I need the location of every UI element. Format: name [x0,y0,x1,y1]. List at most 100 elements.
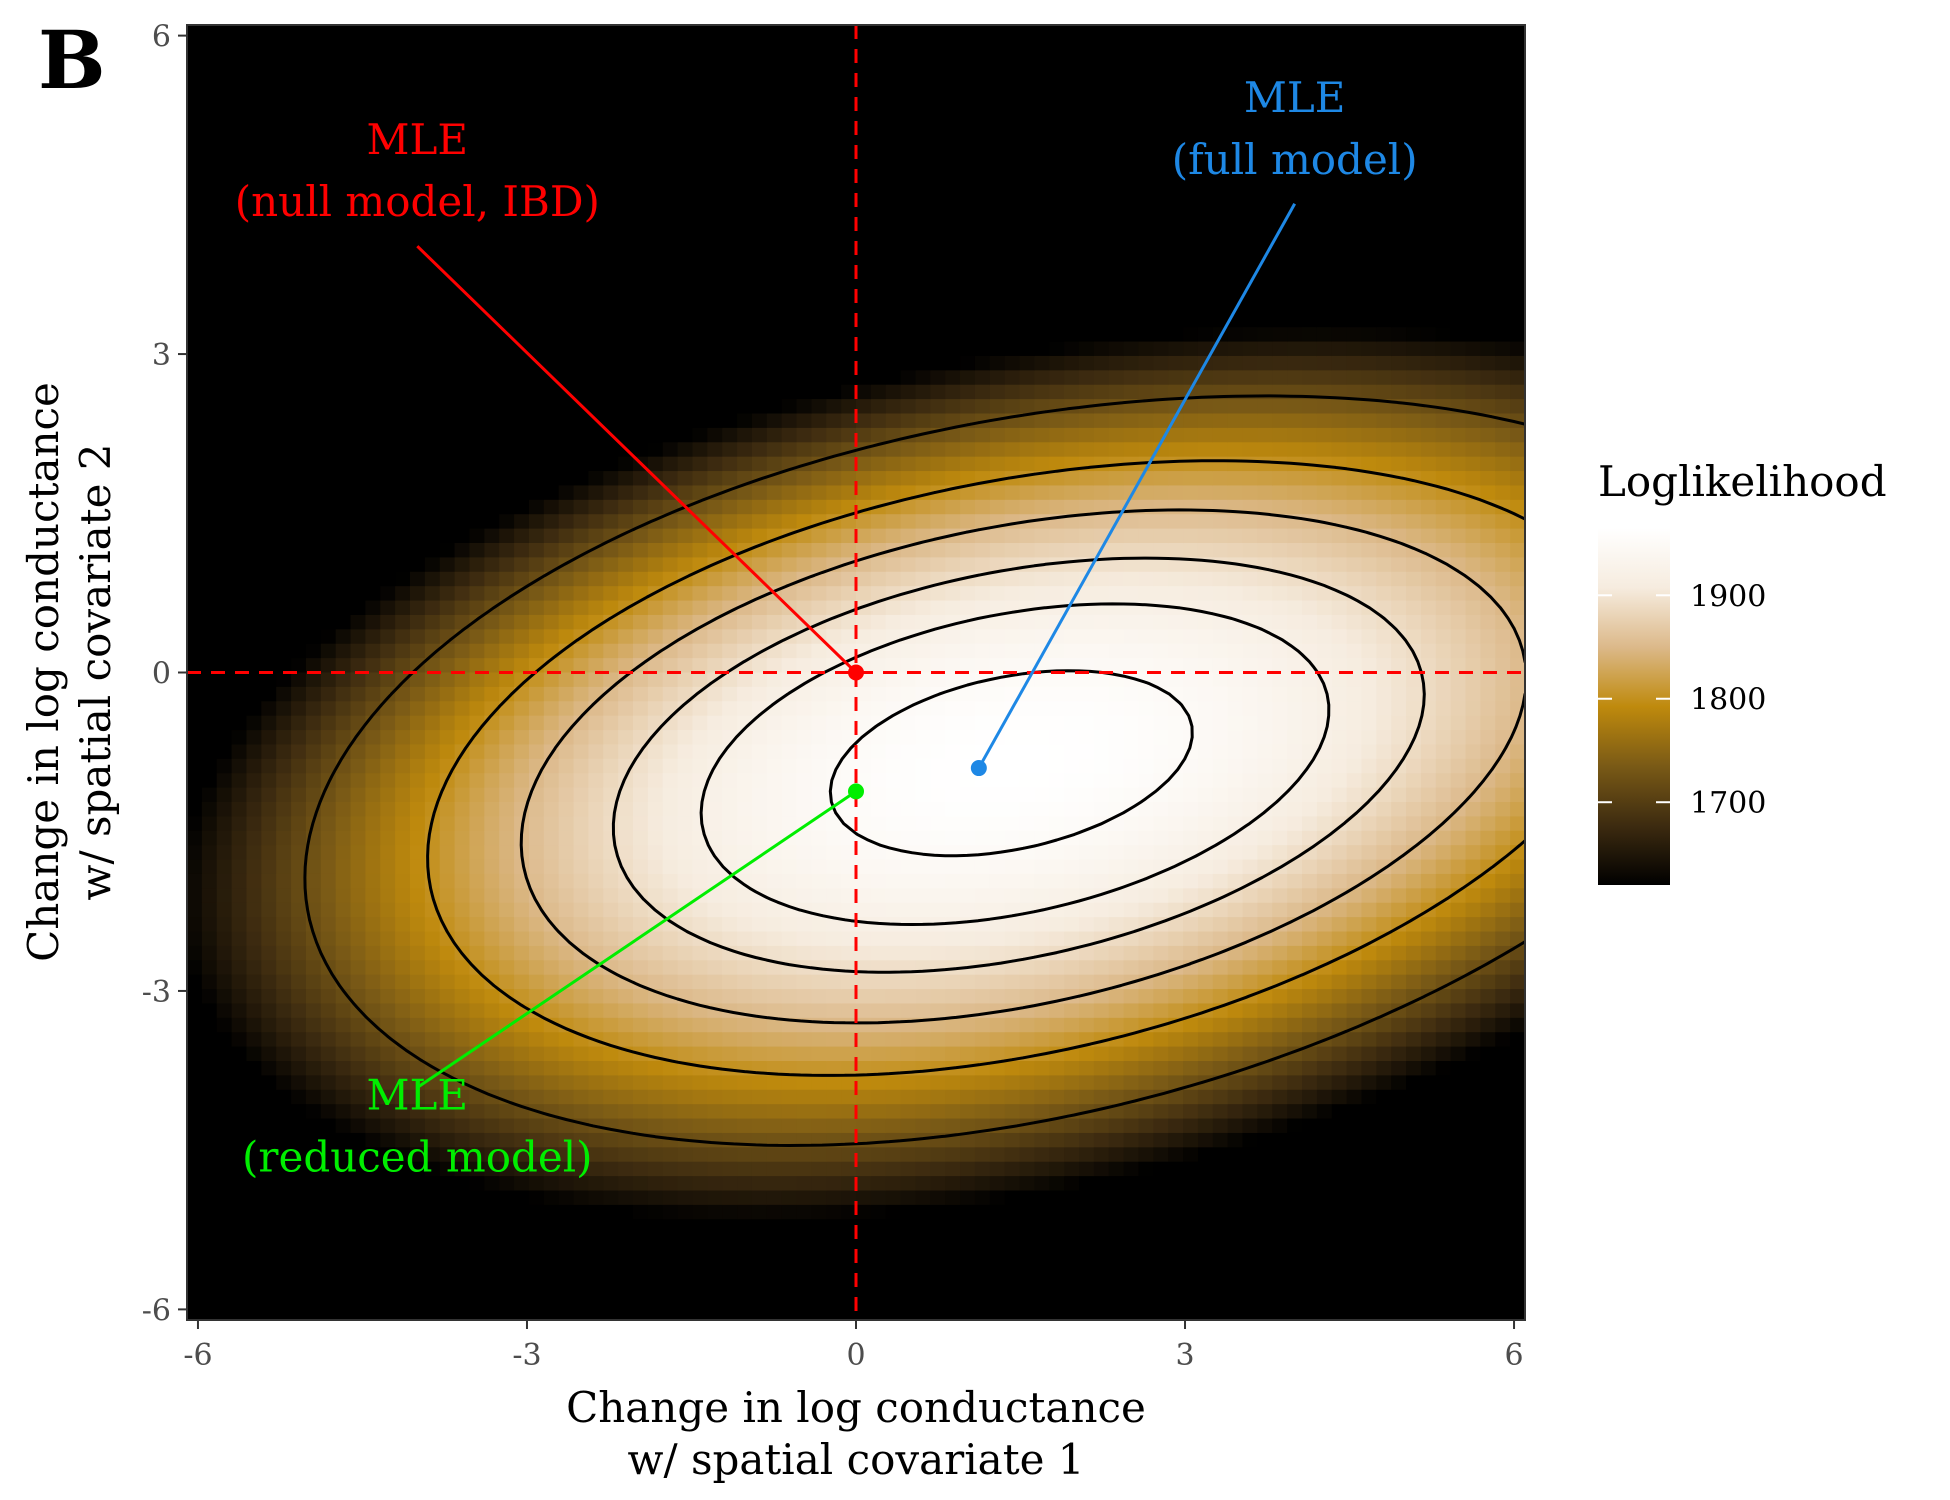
heatmap-cell [216,1176,233,1192]
heatmap-cell [841,255,857,271]
heatmap-cell [811,68,827,84]
heatmap-cell [603,629,619,645]
heatmap-cell [365,1176,381,1192]
heatmap-cell [811,686,827,702]
heatmap-cell [722,125,738,141]
heatmap-cell [633,1104,649,1120]
heatmap-cell [395,960,411,976]
heatmap-cell [201,1219,218,1235]
heatmap-cell [231,514,248,530]
heatmap-cell [276,974,292,990]
heatmap-cell [187,816,203,832]
heatmap-cell [454,715,471,731]
heatmap-cell [380,528,396,544]
heatmap-cell [781,557,798,573]
heatmap-cell [989,989,1006,1005]
heatmap-cell [350,1017,366,1033]
heatmap-cell [900,370,917,386]
heatmap-cell [737,370,753,386]
heatmap-cell [291,111,307,127]
heatmap-cell [305,528,322,544]
heatmap-cell [989,1046,1006,1062]
heatmap-cell [1004,499,1021,515]
heatmap-cell [380,140,396,156]
heatmap-cell [410,312,426,328]
heatmap-cell [974,888,991,904]
heatmap-cell [915,355,931,371]
heatmap-cell [320,830,337,846]
heatmap-cell [187,701,203,717]
heatmap-cell [751,212,768,228]
heatmap-cell [766,168,783,184]
heatmap-cell [305,945,322,961]
heatmap-cell [974,1190,991,1206]
heatmap-cell [439,183,456,199]
heatmap-cell [1004,643,1021,659]
heatmap-cell [380,715,396,731]
heatmap-cell [766,39,783,55]
heatmap-cell [751,974,768,990]
heatmap-cell [945,140,961,156]
heatmap-cell [930,341,946,357]
heatmap-cell [737,499,753,515]
heatmap-cell [707,413,723,429]
heatmap-cell [841,53,857,69]
heatmap-cell [707,140,723,156]
heatmap-cell [469,370,485,386]
heatmap-cell [514,82,530,98]
heatmap-cell [291,456,307,472]
heatmap-cell [841,312,857,328]
heatmap-cell [870,1061,887,1076]
heatmap-cell [722,53,738,69]
heatmap-cell [573,111,589,127]
heatmap-cell [216,586,233,602]
heatmap-cell [395,1003,411,1019]
heatmap-cell [737,686,753,702]
heatmap-cell [618,312,634,328]
heatmap-cell [410,773,426,789]
heatmap-cell [484,125,500,141]
heatmap-cell [811,787,827,803]
heatmap-cell [573,600,589,616]
heatmap-cell [320,1104,337,1120]
heatmap-cell [737,284,753,299]
heatmap-cell [320,284,337,299]
heatmap-cell [603,1176,619,1192]
heatmap-cell [305,1161,322,1177]
heatmap-cell [216,427,233,443]
heatmap-cell [603,140,619,156]
heatmap-cell [246,672,262,688]
heatmap-cell [231,168,248,184]
heatmap-cell [603,255,619,271]
heatmap-cell [796,945,812,961]
heatmap-cell [350,1104,366,1120]
heatmap-cell [603,945,619,961]
heatmap-cell [424,1017,441,1033]
heatmap-cell [930,1204,946,1220]
heatmap-cell [989,758,1006,774]
heatmap-cell [841,1233,857,1249]
heatmap-cell [841,1075,857,1091]
heatmap-cell [945,298,961,314]
heatmap-cell [454,384,471,400]
heatmap-cell [320,571,337,587]
heatmap-cell [826,53,842,69]
heatmap-cell [692,989,708,1005]
heatmap-cell [558,787,575,803]
heatmap-cell [469,557,485,573]
heatmap-cell [603,370,619,386]
heatmap-cell [766,1017,783,1033]
heatmap-cell [989,355,1006,371]
heatmap-cell [960,859,976,875]
heatmap-cell [573,471,589,487]
heatmap-cell [187,399,203,415]
heatmap-cell [469,111,485,127]
heatmap-cell [261,341,277,357]
heatmap-cell [647,312,664,328]
heatmap-cell [320,96,337,112]
heatmap-cell [974,442,991,458]
heatmap-cell [216,960,233,976]
heatmap-cell [231,1132,248,1148]
heatmap-cell [900,1147,917,1163]
heatmap-cell [484,53,500,69]
